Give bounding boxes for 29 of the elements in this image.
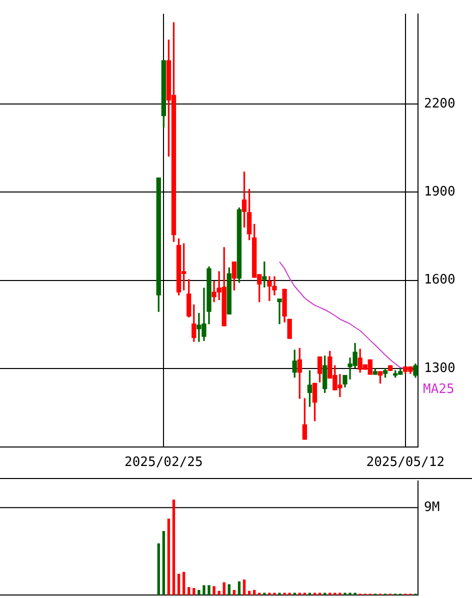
- bar: [238, 581, 241, 595]
- bar: [157, 543, 160, 595]
- bar: [218, 590, 220, 595]
- bar: [188, 587, 190, 595]
- series-label: MA25: [423, 382, 454, 397]
- bar: [172, 500, 176, 595]
- bar: [167, 518, 170, 595]
- bar: [222, 582, 226, 595]
- bar: [192, 588, 196, 595]
- bar: [248, 590, 251, 595]
- y-tick-label: 1600: [424, 272, 456, 288]
- bar: [252, 590, 256, 595]
- x-tick-label: 2025/02/25: [124, 455, 203, 470]
- bar: [162, 531, 166, 595]
- bar: [177, 574, 180, 595]
- y-tick-label: 1900: [424, 184, 456, 200]
- bar: [212, 586, 216, 595]
- bar: [198, 590, 200, 595]
- x-tick-label: 2025/05/12: [366, 455, 445, 470]
- bar: [182, 572, 186, 595]
- candlestick: [277, 298, 282, 324]
- y-tick-label: 1300: [424, 360, 456, 376]
- bar: [232, 590, 236, 595]
- ref-line-label: 9M: [424, 500, 440, 515]
- bar: [202, 585, 206, 595]
- bar: [228, 584, 230, 595]
- bar: [208, 585, 210, 595]
- y-tick-label: 2200: [424, 96, 456, 112]
- bar: [242, 579, 246, 595]
